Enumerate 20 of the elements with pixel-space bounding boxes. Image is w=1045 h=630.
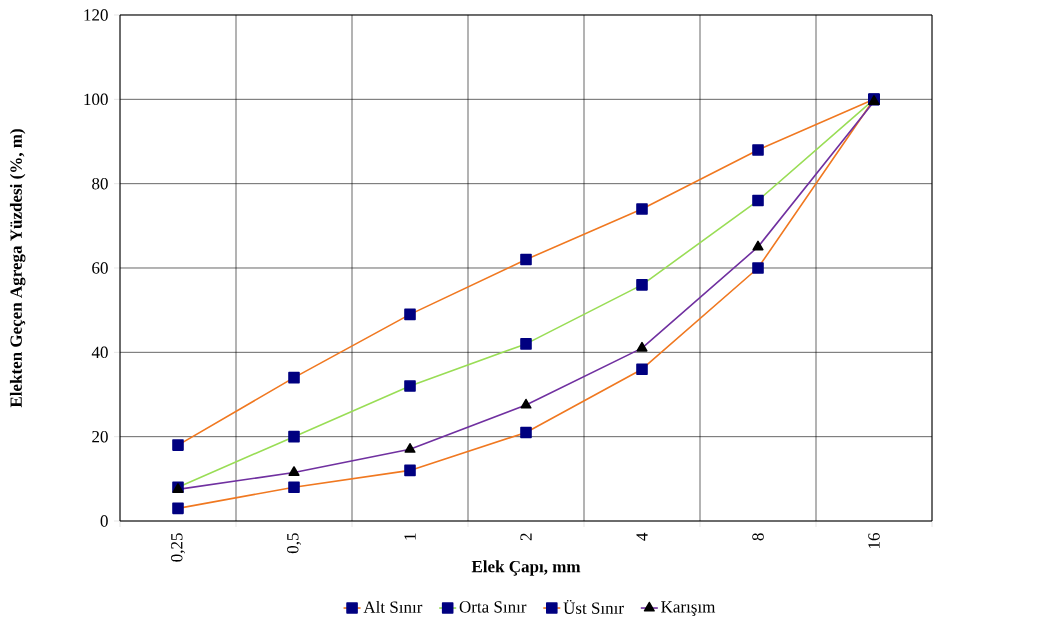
x-tick-label: 0,25 [171,533,185,562]
legend-label: Üst Sınır [563,599,624,614]
x-tick-label: 0,5 [287,533,301,554]
x-tick-label: 1 [404,533,416,540]
x-tick-label: 4 [636,532,648,541]
y-axis-title: Elekten Geçen Agrega Yüzdesi (%, m) [9,129,26,408]
legend-label: Alt Sınır [363,600,423,613]
x-tick-label: 16 [868,533,880,549]
x-axis-title: Elek Çapı, mm [471,560,581,576]
y-tick-label: 40 [91,346,108,359]
legend-label: Orta Sınır [459,601,527,613]
x-tick-label: 8 [752,533,764,541]
y-tick-label: 80 [92,177,108,190]
y-tick-label: 100 [84,93,108,106]
y-tick-label: 60 [92,262,108,274]
y-tick-label: 120 [84,9,108,21]
legend-label: Karışım [661,601,716,617]
x-tick-label: 2 [520,533,532,541]
y-tick-label: 0 [100,515,108,527]
y-tick-label: 20 [92,430,108,443]
